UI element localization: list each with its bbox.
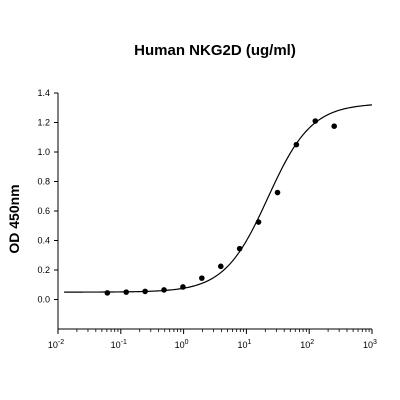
y-tick-label: 1.2 — [37, 118, 50, 128]
x-tick-label: 103 — [363, 339, 377, 350]
data-point — [236, 245, 243, 252]
fit-curve — [64, 104, 373, 293]
data-point — [161, 287, 167, 293]
data-point — [274, 189, 281, 196]
data-point — [199, 275, 205, 281]
data-point — [142, 288, 148, 295]
chart-title: Human NKG2D (ug/ml) — [134, 42, 296, 59]
y-tick-label: 0.8 — [37, 177, 50, 187]
y-tick-label: 0.6 — [37, 206, 50, 216]
data-point — [255, 219, 262, 225]
y-tick-label: 0.0 — [37, 295, 50, 305]
y-tick-label: 0.4 — [37, 236, 50, 246]
data-point — [217, 263, 224, 270]
y-tick-label: 1.4 — [37, 88, 50, 98]
x-tick-label: 102 — [300, 339, 314, 350]
y-tick-label: 0.2 — [37, 265, 50, 275]
y-axis-label: OD 450nm — [6, 184, 22, 253]
data-point — [123, 289, 130, 295]
x-tick-label: 10-2 — [48, 339, 64, 350]
data-point — [293, 141, 300, 148]
data-point — [104, 290, 111, 296]
x-tick-label: 10-1 — [111, 339, 127, 350]
x-tick-label: 100 — [175, 339, 189, 350]
x-tick-label: 101 — [237, 339, 251, 350]
y-tick-label: 1.0 — [37, 147, 50, 157]
data-point — [180, 284, 186, 290]
data-point — [331, 123, 337, 129]
data-point — [312, 118, 319, 124]
